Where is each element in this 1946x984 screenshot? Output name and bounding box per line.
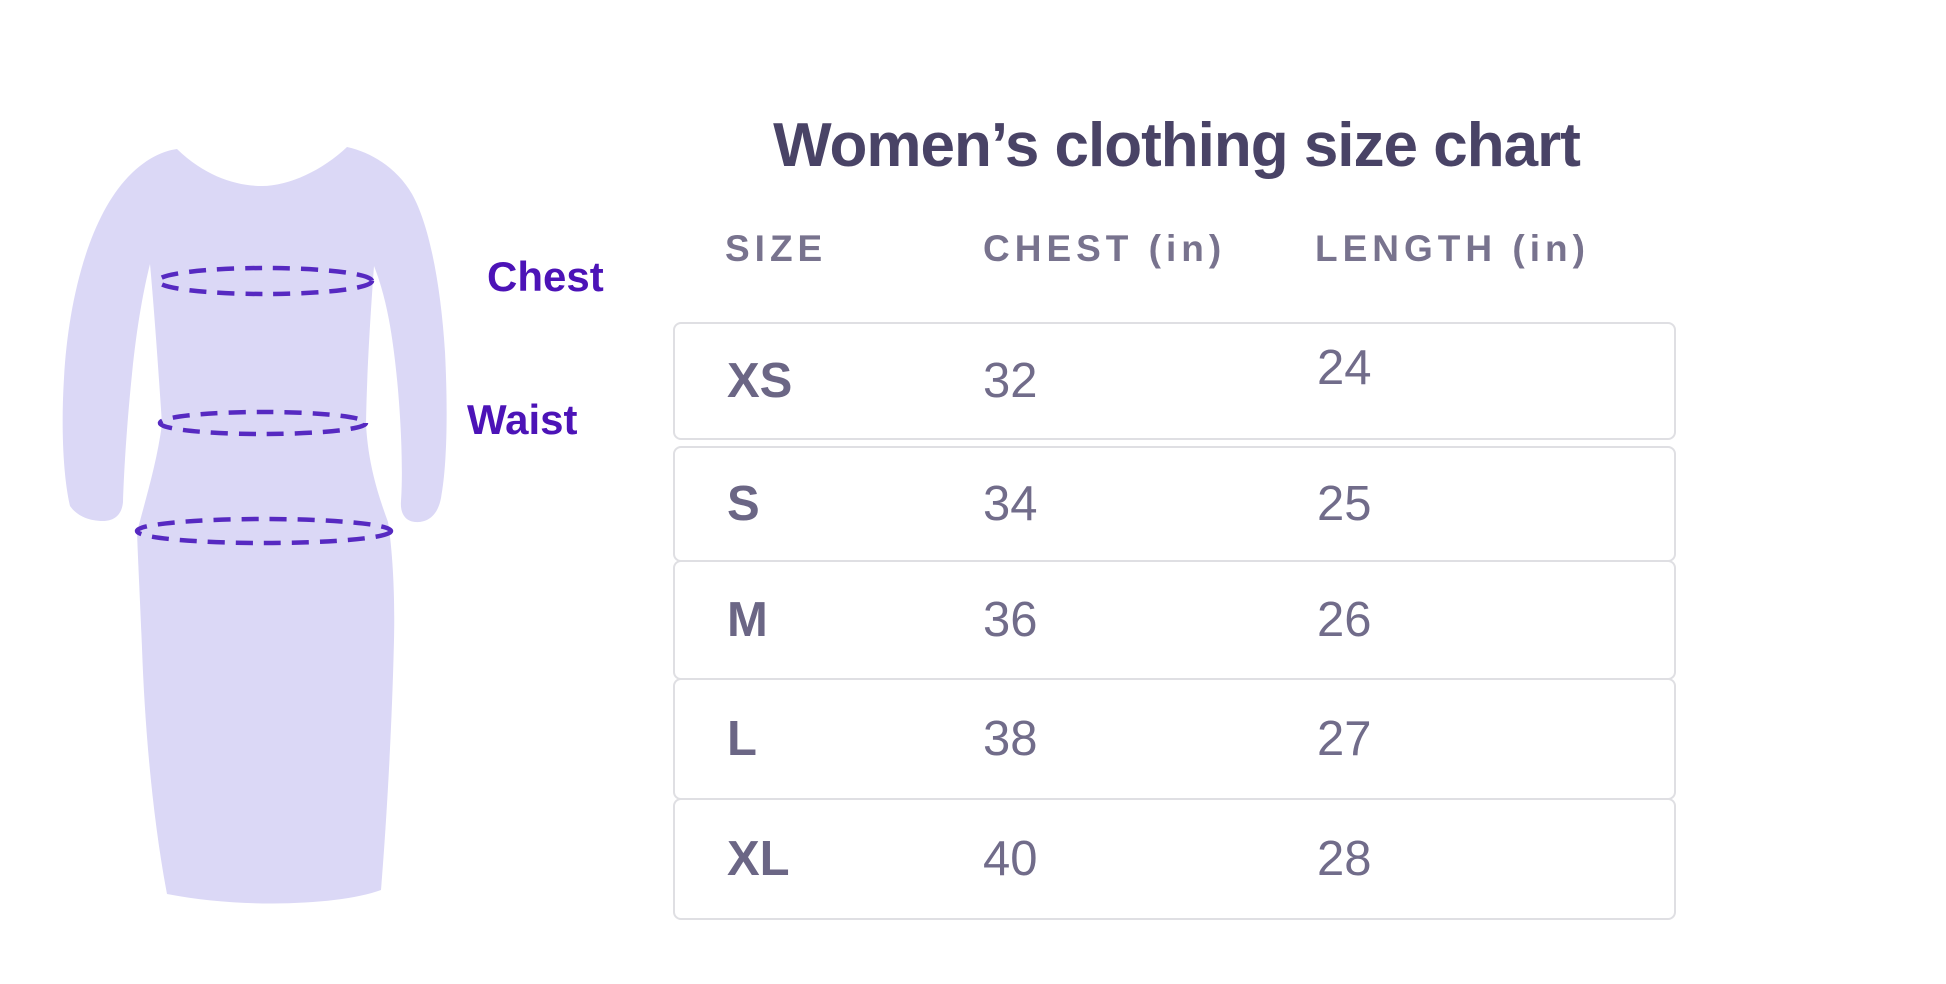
table-row-l: L 38 27 [673,678,1676,800]
chest-cell: 36 [983,593,1038,647]
length-cell: 26 [1317,593,1372,647]
chest-cell: 32 [983,354,1038,408]
column-header-size: SIZE [725,228,828,269]
size-cell: XL [727,832,790,886]
page-title: Women’s clothing size chart [773,111,1581,180]
table-row-xl: XL 40 28 [673,798,1676,920]
chest-cell: 38 [983,712,1038,766]
chest-cell: 34 [983,477,1038,531]
length-cell: 25 [1317,477,1372,531]
dress-silhouette [62,147,447,904]
hip-measurement-line [134,516,394,546]
dress-figure [62,147,447,904]
chest-cell: 40 [983,832,1038,886]
chest-label: Chest [487,253,604,300]
size-cell: XS [727,354,793,408]
size-cell: M [727,593,768,647]
table-row-xs: XS 32 24 [673,322,1676,440]
table-row-m: M 36 26 [673,560,1676,680]
table-header-row: SIZE CHEST (in) LENGTH (in) [673,228,1680,269]
column-header-length: LENGTH (in) [1315,228,1590,269]
table-row-s: S 34 25 [673,446,1676,562]
length-cell: 27 [1317,712,1372,766]
length-cell: 28 [1317,832,1372,886]
waist-measurement-line [157,409,369,437]
length-cell: 24 [1317,341,1372,395]
waist-label: Waist [467,396,578,443]
size-table: SIZE CHEST (in) LENGTH (in) XS 32 24 S 3… [673,228,1680,922]
size-cell: L [727,712,757,766]
chest-measurement-line [155,265,375,297]
column-header-chest: CHEST (in) [983,228,1227,269]
size-cell: S [727,477,760,531]
